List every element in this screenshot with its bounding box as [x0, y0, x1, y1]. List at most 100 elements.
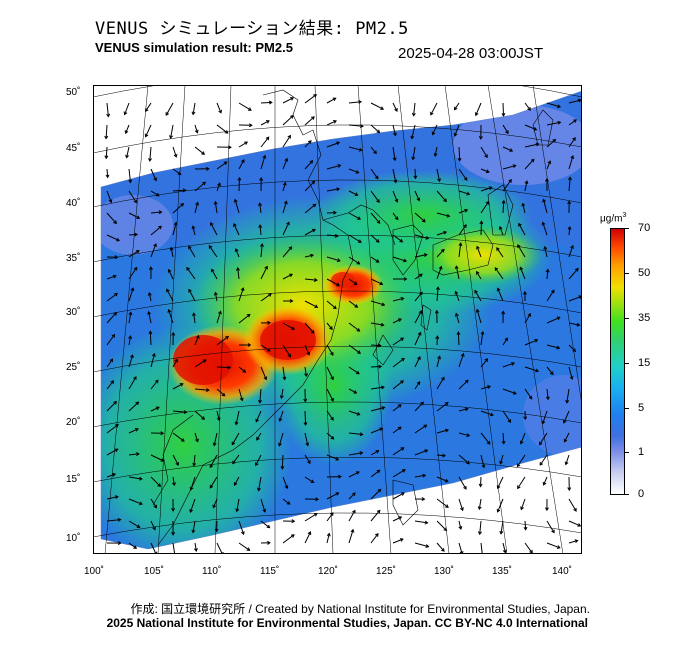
- wind-arrowhead: [358, 99, 363, 104]
- wind-arrow: [149, 146, 152, 161]
- wind-arrowhead: [541, 221, 546, 226]
- wind-arrow: [106, 102, 109, 117]
- wind-arrowhead: [393, 179, 398, 184]
- wind-arrowhead: [549, 371, 554, 376]
- title-english: VENUS simulation result: PM2.5: [95, 40, 293, 55]
- wind-arrowhead: [539, 461, 544, 466]
- wind-arrowhead: [233, 482, 238, 486]
- wind-arrow: [150, 406, 160, 412]
- wind-arrow: [392, 168, 397, 183]
- wind-arrow: [216, 366, 231, 369]
- wind-arrow: [476, 246, 482, 258]
- wind-arrow: [238, 314, 251, 324]
- wind-arrow: [436, 168, 440, 182]
- wind-arrowhead: [113, 220, 117, 225]
- wind-arrow: [282, 534, 295, 544]
- wind-arrow: [260, 136, 270, 148]
- wind-arrow: [304, 531, 311, 544]
- wind-arrow: [392, 447, 404, 456]
- wind-arrowhead: [113, 400, 117, 405]
- wind-arrow: [106, 334, 115, 346]
- wind-arrow: [150, 498, 157, 508]
- wind-arrowhead: [466, 191, 471, 196]
- wind-arrowhead: [477, 506, 482, 511]
- wind-arrowhead: [148, 330, 153, 335]
- wind-arrowhead: [544, 177, 549, 182]
- wind-arrowhead: [444, 478, 449, 483]
- wind-arrowhead: [284, 157, 289, 162]
- wind-arrow: [304, 513, 318, 522]
- wind-arrow: [436, 356, 441, 368]
- wind-arrowhead: [425, 235, 430, 240]
- wind-arrowhead: [557, 120, 562, 125]
- wind-arrowhead: [424, 520, 429, 525]
- colorbar-unit: μg/m3: [600, 212, 627, 225]
- wind-arrowhead: [498, 225, 503, 230]
- wind-arrow: [232, 454, 240, 464]
- wind-arrow: [128, 336, 131, 346]
- wind-arrow: [544, 246, 548, 258]
- wind-arrowhead: [144, 133, 149, 138]
- wind-arrow: [304, 322, 315, 334]
- wind-arrow: [436, 476, 449, 483]
- wind-arrowhead: [400, 337, 405, 342]
- wind-arrowhead: [248, 107, 252, 111]
- wind-arrowhead: [123, 111, 128, 116]
- wind-arrow: [106, 448, 118, 456]
- wind-arrowhead: [533, 127, 538, 131]
- colorbar-tick: 0: [638, 488, 645, 500]
- wind-arrowhead: [169, 135, 173, 140]
- wind-arrowhead: [188, 245, 192, 250]
- wind-arrow: [194, 146, 205, 155]
- wind-arrowhead: [212, 504, 217, 509]
- wind-arrowhead: [430, 111, 434, 116]
- wind-arrow: [211, 269, 218, 280]
- wind-arrowhead: [419, 291, 423, 296]
- wind-arrowhead: [359, 124, 364, 129]
- wind-arrowhead: [225, 336, 229, 340]
- wind-arrow: [370, 469, 381, 478]
- wind-arrowhead: [303, 398, 308, 403]
- wind-arrow: [497, 288, 504, 302]
- wind-arrow: [370, 168, 379, 179]
- wind-arrow: [480, 476, 482, 487]
- wind-arrowhead: [306, 351, 311, 356]
- wind-arrowhead: [484, 154, 488, 159]
- wind-arrow: [210, 222, 218, 236]
- wind-arrowhead: [336, 141, 341, 146]
- wind-arrow: [348, 410, 360, 416]
- wind-arrowhead: [397, 318, 402, 322]
- wind-arrowhead: [410, 135, 415, 140]
- lon-label: 105˚: [144, 566, 165, 577]
- wind-arrow: [436, 542, 445, 552]
- wind-arrow: [414, 474, 426, 478]
- wind-arrow: [106, 496, 119, 500]
- wind-arrowhead: [577, 98, 582, 103]
- wind-arrowhead: [213, 200, 218, 205]
- wind-arrowhead: [135, 401, 140, 406]
- wind-arrow: [260, 243, 263, 258]
- wind-arrowhead: [460, 352, 465, 357]
- wind-arrow: [150, 379, 159, 390]
- wind-arrowhead: [511, 362, 516, 366]
- wind-vectors: [104, 94, 582, 554]
- wind-arrowhead: [441, 376, 445, 381]
- wind-arrowhead: [258, 224, 263, 229]
- wind-arrow: [392, 212, 399, 220]
- wind-arrowhead: [567, 176, 572, 181]
- wind-arrowhead: [570, 155, 575, 160]
- wind-arrowhead: [479, 220, 484, 225]
- wind-arrow: [348, 234, 362, 243]
- wind-arrowhead: [435, 335, 440, 340]
- wind-arrowhead: [454, 312, 459, 317]
- wind-arrowhead: [255, 462, 259, 467]
- wind-arrow: [282, 498, 291, 505]
- wind-arrowhead: [312, 203, 317, 208]
- wind-arrow: [412, 146, 416, 160]
- wind-arrow: [524, 124, 537, 131]
- wind-arrowhead: [218, 310, 222, 315]
- wind-arrow: [348, 510, 356, 522]
- wind-arrow: [392, 124, 396, 136]
- wind-arrow: [370, 489, 381, 500]
- wind-arrowhead: [353, 281, 358, 285]
